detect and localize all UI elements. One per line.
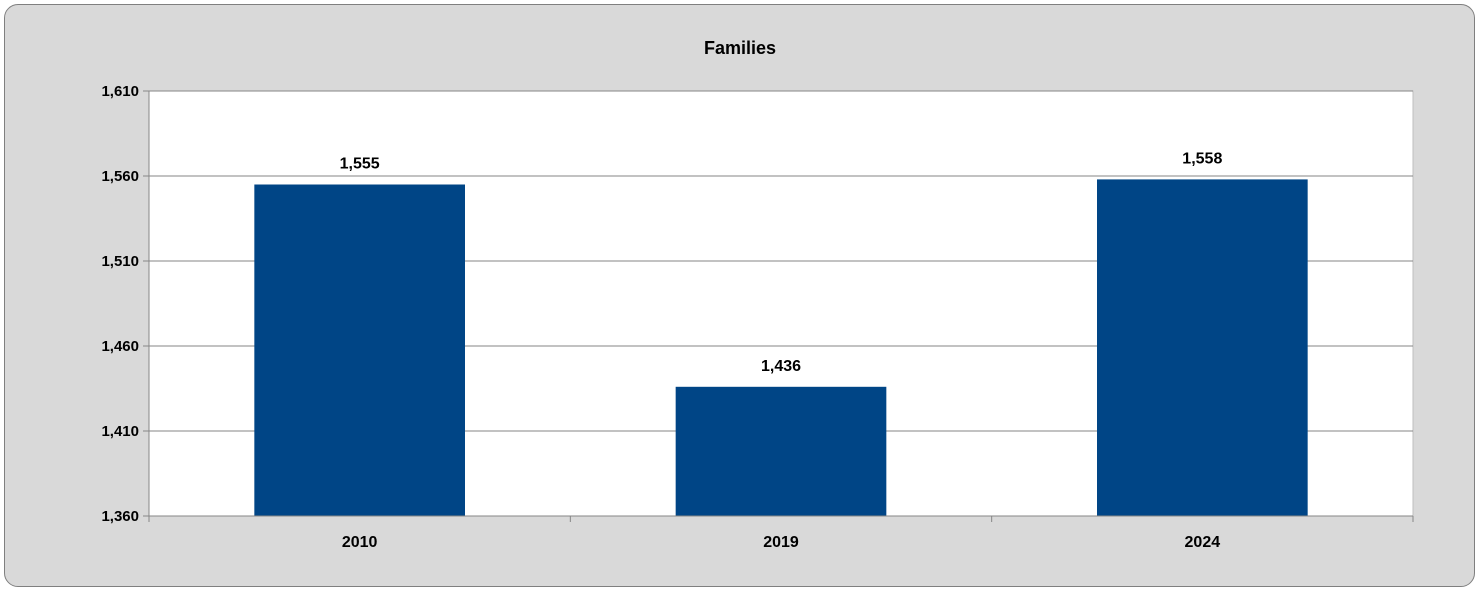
x-tick-label-2019: 2019 xyxy=(763,534,799,551)
x-tick-label-2010: 2010 xyxy=(342,534,378,551)
y-tick-label: 1,610 xyxy=(101,83,139,100)
y-tick-label: 1,360 xyxy=(101,508,139,525)
data-label-2024: 1,558 xyxy=(1182,150,1222,167)
bar-2024 xyxy=(1097,179,1308,516)
x-tick-label-2024: 2024 xyxy=(1185,534,1221,551)
chart-title: Families xyxy=(704,38,776,58)
y-tick-label: 1,560 xyxy=(101,168,139,185)
data-label-2019: 1,436 xyxy=(761,358,801,375)
y-tick-label: 1,460 xyxy=(101,338,139,355)
data-label-2010: 1,555 xyxy=(340,156,380,173)
y-tick-label: 1,510 xyxy=(101,253,139,270)
labels: 1,360 1,410 1,460 1,510 1,560 1,610 1,555 2010 1… xyxy=(101,83,1222,551)
bar-2019 xyxy=(675,386,887,516)
axes xyxy=(143,90,1414,522)
bar-2010 xyxy=(254,184,465,516)
y-tick-label: 1,410 xyxy=(101,423,139,440)
bars xyxy=(254,179,1308,516)
